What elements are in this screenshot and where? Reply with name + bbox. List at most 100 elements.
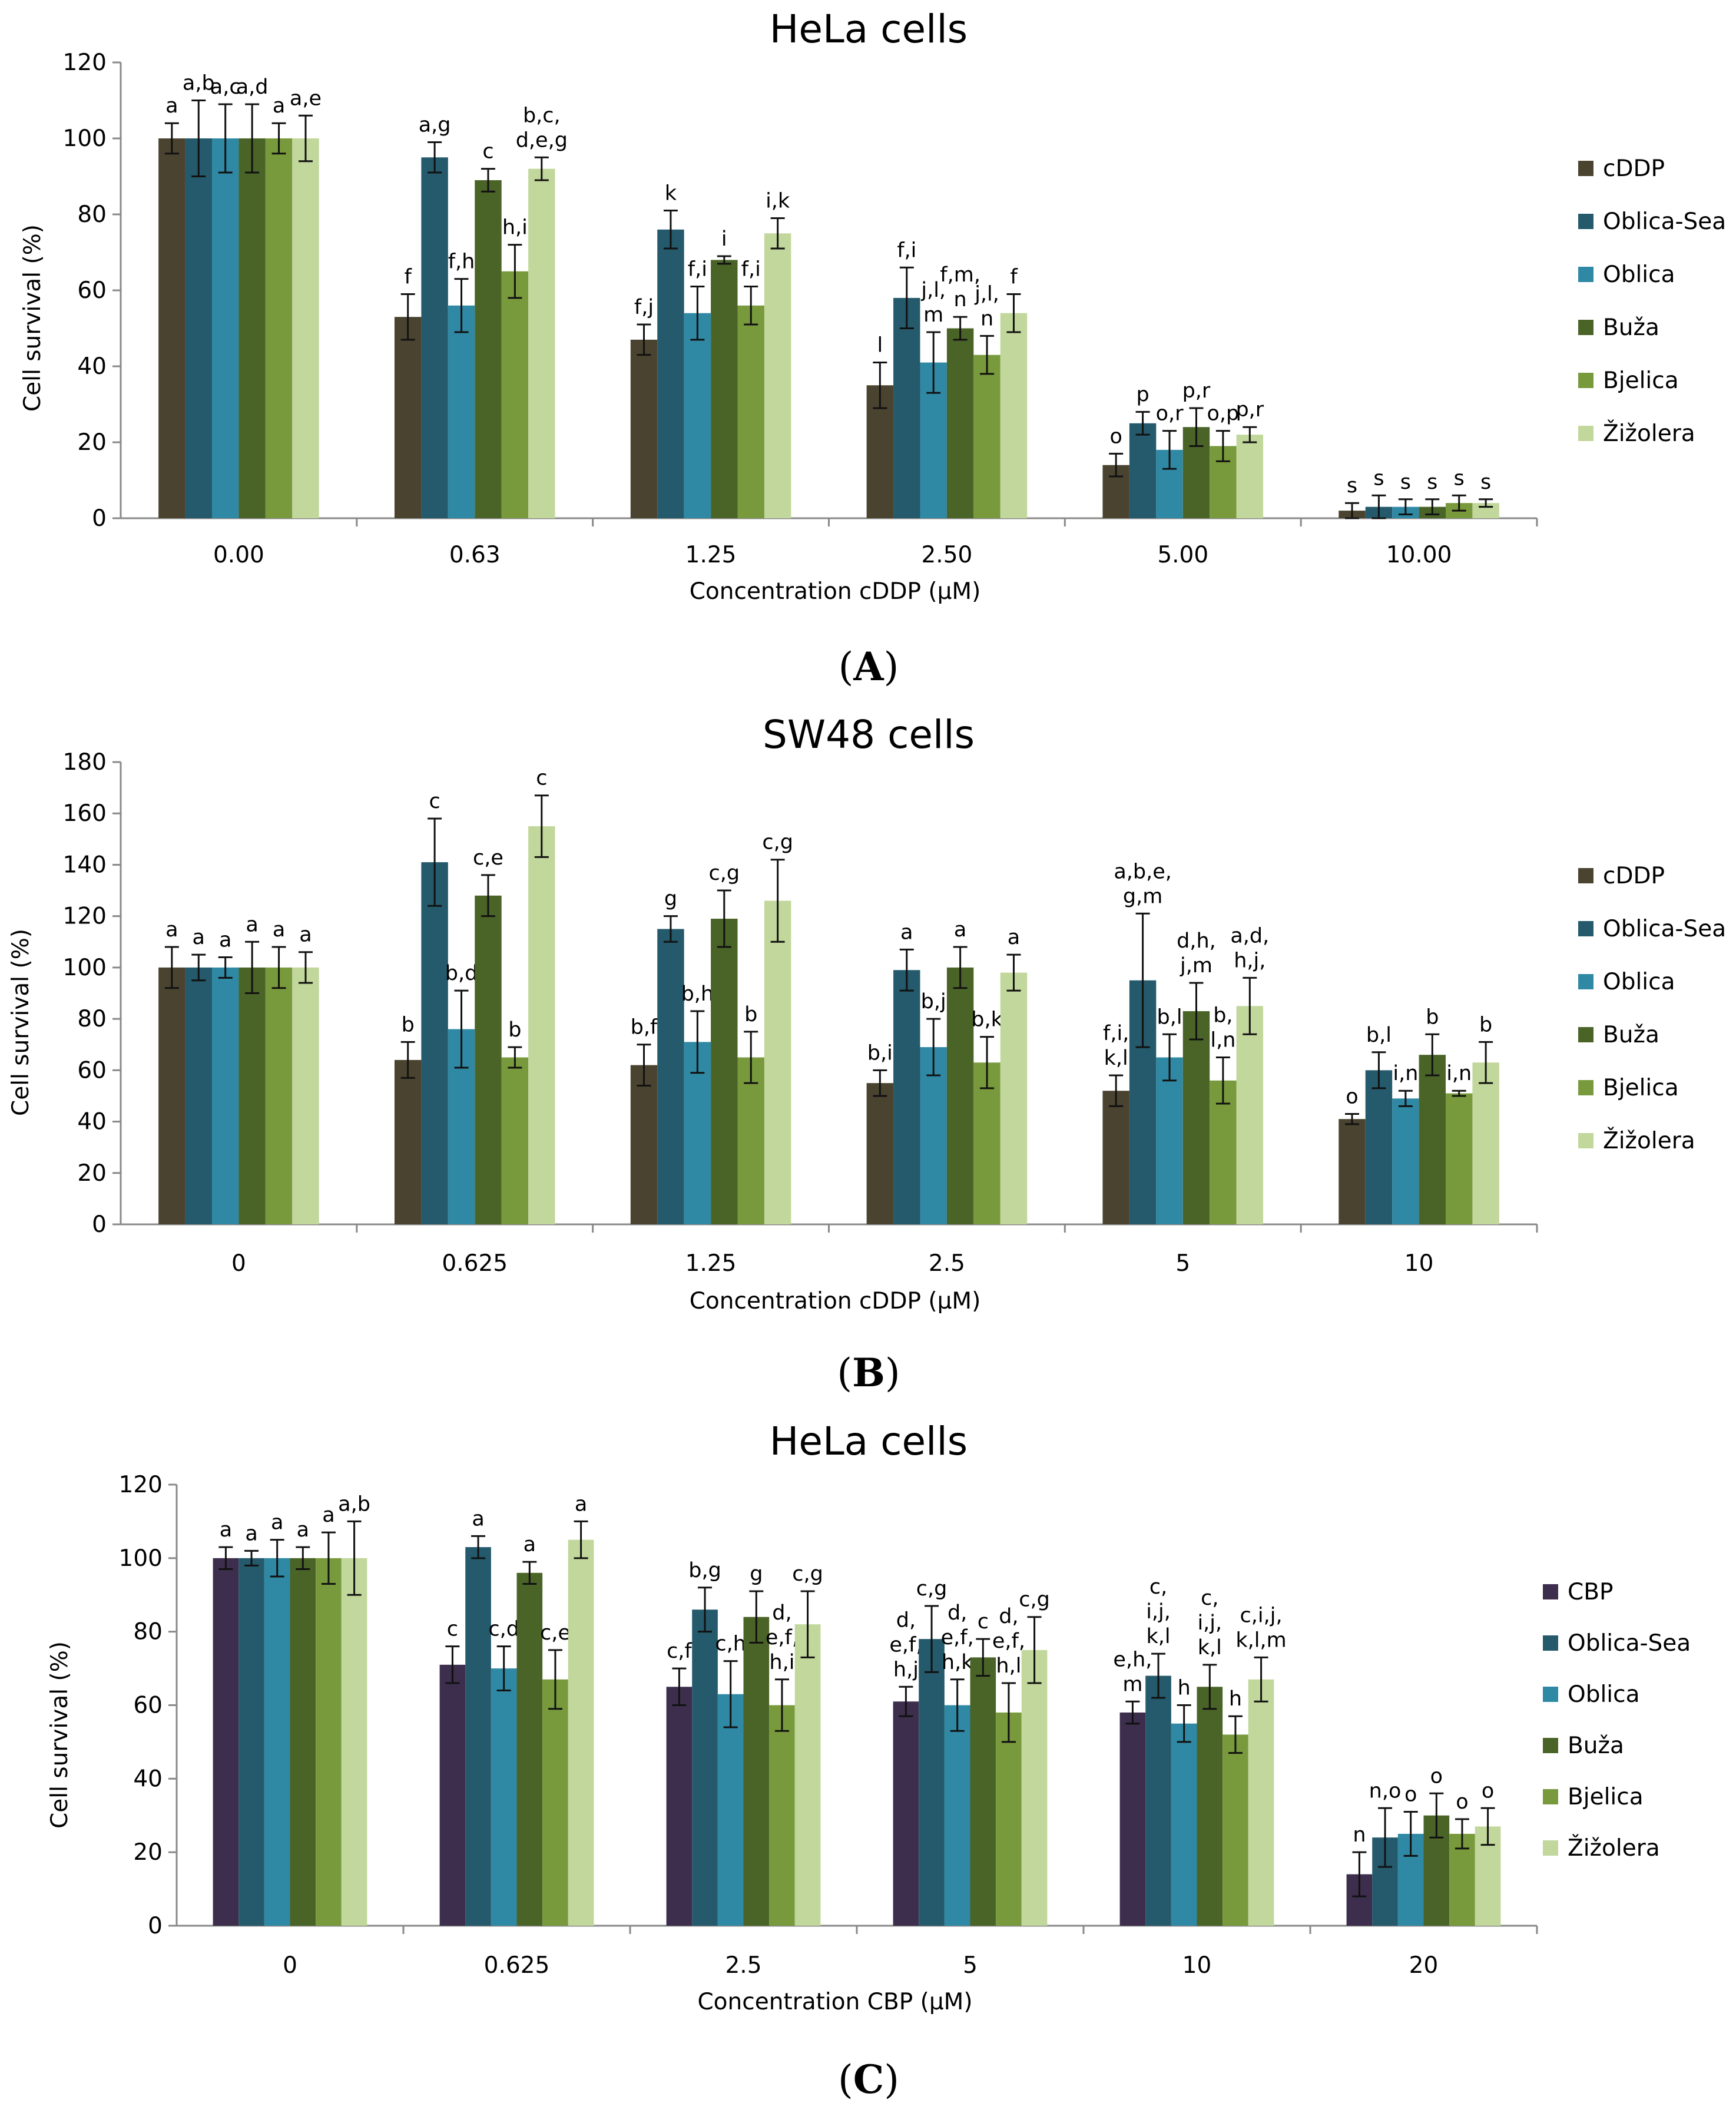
- significance-label: c,f: [667, 1640, 692, 1663]
- bar: [692, 1609, 718, 1926]
- legend-label: Oblica-Sea: [1603, 916, 1726, 942]
- bar: [213, 1558, 239, 1926]
- significance-label-line: f,i: [741, 258, 761, 281]
- significance-label: a: [954, 918, 966, 942]
- bar: [711, 260, 738, 518]
- significance-label: s: [1480, 471, 1491, 494]
- significance-label-line: m: [1122, 1672, 1142, 1696]
- significance-label-line: a: [193, 926, 205, 949]
- significance-label: a: [165, 918, 178, 942]
- legend-label: Oblica: [1603, 969, 1675, 995]
- bar: [394, 1059, 422, 1224]
- bar: [657, 229, 684, 518]
- significance-label: b,j: [921, 990, 946, 1014]
- x-tick-label: 1.25: [685, 542, 737, 568]
- significance-label: g: [664, 887, 677, 911]
- bar: [211, 967, 239, 1224]
- significance-label-line: h,l: [996, 1654, 1021, 1678]
- error-bar: [400, 1041, 415, 1079]
- significance-label: f,i: [688, 258, 707, 281]
- bar: [264, 1558, 290, 1926]
- error-bar: [953, 316, 968, 341]
- bar: [1129, 423, 1157, 518]
- y-tick-label: 100: [63, 125, 107, 152]
- significance-label: a,d: [236, 75, 269, 99]
- legend-swatch: [1578, 1027, 1593, 1042]
- significance-label-line: a: [165, 94, 178, 118]
- significance-label-line: l: [877, 334, 883, 357]
- legend: CBP Oblica-Sea Oblica Buža Bjelica Žižolera: [1543, 1579, 1691, 1862]
- error-bar: [980, 334, 995, 375]
- significance-label-line: a,e: [290, 87, 322, 110]
- error-bar: [481, 874, 495, 918]
- error-bar: [1345, 1112, 1360, 1125]
- significance-label-line: c: [429, 790, 440, 813]
- error-bar: [672, 1667, 687, 1706]
- error-bar: [1006, 293, 1021, 333]
- bar: [1197, 1687, 1223, 1926]
- error-bar: [218, 1546, 233, 1571]
- y-tick-label: 120: [63, 903, 107, 930]
- bar: [1339, 1119, 1366, 1224]
- error-bar: [1254, 1656, 1268, 1703]
- significance-label-line: c,g: [916, 1577, 947, 1601]
- significance-label-line: e,f,: [941, 1626, 974, 1650]
- error-bar: [496, 1645, 511, 1692]
- error-bar: [481, 168, 495, 193]
- significance-label: c: [429, 790, 440, 813]
- significance-label: d,h, j,m: [1177, 929, 1216, 978]
- significance-label-line: o,p: [1207, 402, 1240, 426]
- significance-label: a: [575, 1492, 587, 1516]
- significance-label: n,o: [1369, 1779, 1402, 1803]
- y-tick-label: 80: [133, 1619, 163, 1645]
- significance-label: a,g: [419, 113, 451, 137]
- bar: [394, 317, 422, 518]
- bar: [794, 1624, 821, 1926]
- error-bar: [245, 103, 260, 174]
- significance-label-line: s: [1347, 474, 1357, 498]
- significance-label: f,h: [448, 250, 475, 274]
- error-bar: [637, 1044, 651, 1087]
- legend-swatch: [1578, 974, 1593, 989]
- significance-label: c, i,j, k,l: [1146, 1575, 1171, 1648]
- error-bar: [1378, 1807, 1393, 1868]
- error-bar: [899, 1685, 913, 1717]
- error-bar: [191, 953, 206, 982]
- error-bar: [1243, 426, 1257, 443]
- significance-label-line: a: [297, 1518, 309, 1542]
- significance-label: b,k: [971, 1008, 1003, 1032]
- error-bar: [1189, 982, 1204, 1041]
- panel-letter: B: [852, 1350, 885, 1396]
- bar: [211, 138, 239, 518]
- significance-label-line: c,g: [1019, 1588, 1050, 1612]
- significance-label-line: a,g: [419, 113, 451, 137]
- bar: [238, 1558, 264, 1926]
- significance-label-line: o: [1346, 1085, 1358, 1108]
- bar: [1236, 435, 1264, 518]
- bar: [946, 328, 974, 518]
- y-tick-label: 60: [133, 1693, 163, 1719]
- significance-label-line: c,h: [715, 1632, 746, 1656]
- bar: [657, 929, 684, 1224]
- significance-label-line: j,l,: [974, 282, 999, 306]
- bar: [737, 1057, 764, 1224]
- significance-label-line: s: [1400, 471, 1411, 494]
- legend-swatch: [1543, 1635, 1558, 1651]
- bar: [292, 967, 319, 1224]
- significance-label: b: [1426, 1005, 1439, 1029]
- bar: [316, 1558, 342, 1926]
- bar: [1223, 1734, 1248, 1926]
- significance-label: p,r: [1235, 398, 1264, 422]
- x-tick-label: 2.5: [725, 1952, 761, 1979]
- significance-label-line: a,c: [210, 75, 241, 99]
- significance-label-line: d,: [947, 1601, 967, 1625]
- significance-label-line: f: [1010, 265, 1018, 289]
- error-bar: [899, 266, 914, 329]
- significance-label: c: [447, 1618, 458, 1641]
- bar: [265, 967, 293, 1224]
- legend-swatch: [1578, 426, 1593, 441]
- bar: [542, 1679, 568, 1926]
- bar: [1145, 1675, 1171, 1926]
- bar: [528, 168, 555, 519]
- significance-label-line: c: [447, 1618, 458, 1641]
